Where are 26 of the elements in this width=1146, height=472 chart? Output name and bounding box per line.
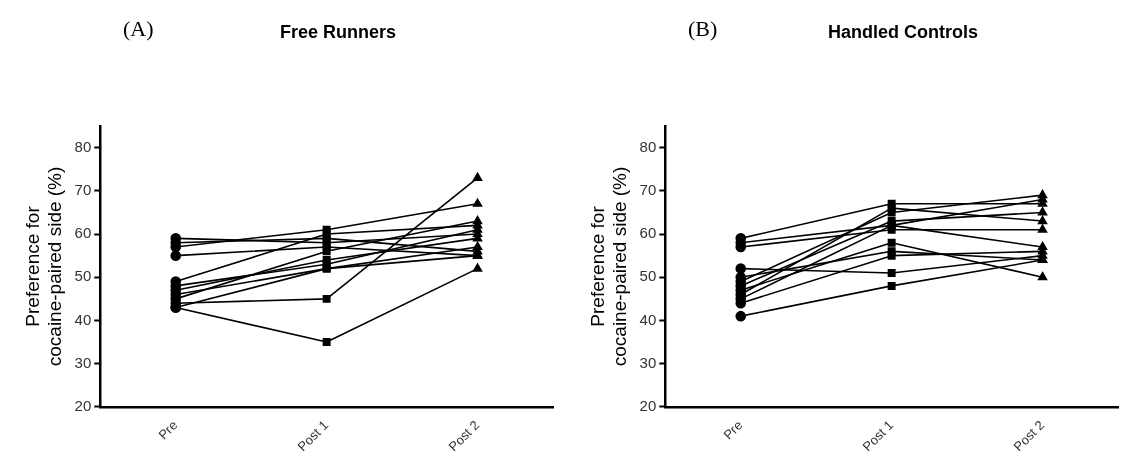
y-axis-title: Preference for cocaine-paired side (%) (586, 166, 631, 367)
y-tick-label: 70 (74, 180, 92, 198)
y-axis-title: Preference for cocaine-paired side (%) (21, 166, 66, 367)
x-tick-label: Post 1 (859, 417, 897, 455)
y-tick-label: 40 (639, 310, 657, 328)
y-tick-label: 30 (639, 353, 657, 371)
x-tick-label: Post 1 (294, 417, 332, 455)
text: (B) (688, 16, 718, 42)
y-tick-label: 80 (639, 137, 657, 155)
y-tick-label: 60 (639, 224, 657, 242)
y-tick-label: 50 (639, 267, 657, 285)
x-tick-label: Pre (720, 417, 746, 443)
y-tick-label: 30 (74, 353, 92, 371)
y-tick-label: 20 (74, 397, 92, 415)
y-tick-label: 80 (74, 137, 92, 155)
y-tick-label: 40 (74, 310, 92, 328)
x-tick-label: Post 2 (1010, 417, 1048, 455)
x-tick-label: Pre (155, 417, 181, 443)
y-tick-label: 60 (74, 224, 92, 242)
y-tick-label: 70 (639, 180, 657, 198)
x-tick-label: Post 2 (445, 417, 483, 455)
chart-title: Handled Controls (827, 22, 979, 43)
y-tick-label: 20 (639, 397, 657, 415)
text: (A) (123, 16, 154, 42)
y-tick-label: 50 (74, 267, 92, 285)
chart-title: Free Runners (278, 22, 397, 43)
